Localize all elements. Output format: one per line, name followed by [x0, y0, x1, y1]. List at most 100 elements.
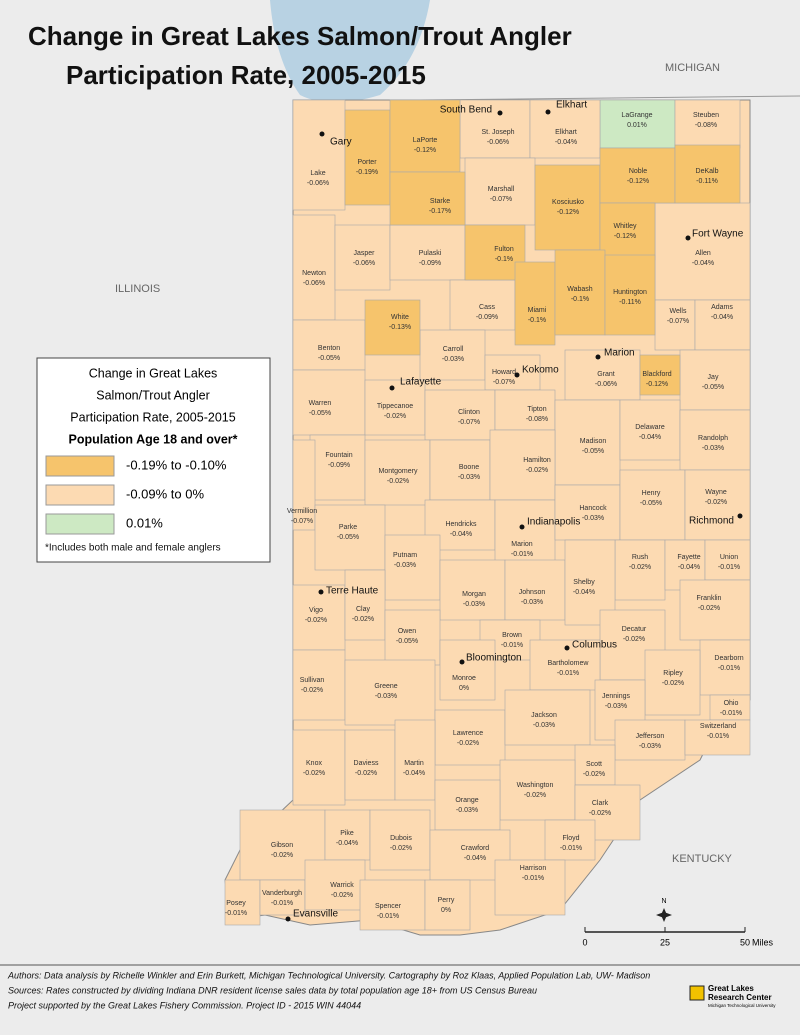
county [529, 99, 601, 159]
county-name: Pike [340, 830, 354, 837]
county-name: Perry [438, 897, 455, 904]
credit-line: Project supported by the Great Lakes Fis… [8, 1000, 361, 1010]
county-value: -0.02% [331, 892, 353, 899]
county-value: -0.09% [419, 260, 441, 267]
county-name: Harrison [520, 865, 547, 872]
county-value: -0.06% [595, 381, 617, 388]
county-name: Benton [318, 345, 340, 352]
county [534, 164, 601, 251]
county [389, 171, 466, 226]
county-name: Lawrence [453, 730, 483, 737]
county-value: -0.07% [291, 518, 313, 525]
city-label: Lafayette [400, 377, 442, 388]
county-value: -0.02% [623, 636, 645, 643]
county-name: Washington [517, 782, 554, 789]
county-value: -0.02% [457, 740, 479, 747]
county [292, 649, 346, 721]
county-value: -0.05% [337, 534, 359, 541]
county-name: Jackson [531, 712, 557, 719]
county [384, 609, 441, 666]
county-value: -0.09% [328, 462, 350, 469]
county-name: Vanderburgh [262, 890, 302, 897]
north-arrow-icon [656, 908, 672, 922]
city-dot [595, 354, 601, 360]
county-value: -0.02% [355, 770, 377, 777]
county-name: Morgan [462, 591, 486, 598]
county-value: -0.02% [589, 810, 611, 817]
county-value: -0.01% [557, 670, 579, 677]
county-name: Pulaski [419, 250, 442, 257]
county-name: Montgomery [379, 468, 418, 475]
county [292, 369, 366, 436]
city-dot [685, 235, 691, 241]
county-value: -0.19% [356, 169, 378, 176]
county-name: LaPorte [413, 137, 438, 144]
county-value: 0.01% [627, 122, 647, 129]
city-dot [319, 131, 325, 137]
county [494, 389, 556, 431]
cities: Gary South Bend Elkhart Fort Wayne Marion Kok… [285, 100, 744, 922]
legend-items: Change in Great Lakes Salmon/Trout Angler… [45, 366, 238, 535]
county-name: Kosciusko [552, 199, 584, 206]
county-value: -0.05% [396, 638, 418, 645]
county-name: Lake [310, 170, 325, 177]
county-name: DeKalb [696, 168, 719, 175]
county-name: Crawford [461, 845, 490, 852]
county-value: -0.04% [639, 434, 661, 441]
county-value: -0.03% [456, 807, 478, 814]
county-value: -0.01% [501, 642, 523, 649]
county-name: Jay [708, 374, 719, 381]
county-value: -0.06% [487, 139, 509, 146]
county-name: Johnson [519, 589, 546, 596]
county-value: -0.02% [524, 792, 546, 799]
logo-text: Michigan Technological University [708, 1003, 776, 1008]
north-arrow: N [656, 898, 672, 922]
county-name: Warrick [330, 882, 354, 889]
county-value: -0.03% [702, 445, 724, 452]
county-value: -0.02% [303, 770, 325, 777]
county-name: Switzerland [700, 723, 736, 730]
county-name: Henry [642, 490, 661, 497]
county-name: Jefferson [636, 733, 665, 740]
county [489, 429, 556, 501]
county-value: -0.12% [646, 381, 668, 388]
county-value: -0.04% [450, 531, 472, 538]
county [394, 719, 436, 801]
county-value: -0.09% [476, 314, 498, 321]
county-value: -0.06% [307, 180, 329, 187]
county [292, 439, 316, 531]
county-name: Monroe [452, 675, 476, 682]
county [604, 254, 656, 336]
county-value: -0.1% [571, 296, 589, 303]
county-value: -0.02% [526, 467, 548, 474]
county-value: -0.05% [582, 448, 604, 455]
lake-michigan [270, 0, 430, 103]
county [389, 99, 461, 173]
county [439, 559, 506, 621]
county-value: -0.05% [640, 500, 662, 507]
county [434, 779, 501, 831]
city-label: Columbus [572, 640, 617, 651]
city-dot [564, 645, 570, 651]
city-label: Indianapolis [527, 517, 580, 528]
county [324, 809, 371, 861]
county-value: -0.05% [318, 355, 340, 362]
logo-icon [689, 985, 705, 1001]
county-name: Steuben [693, 112, 719, 119]
county-name: Blackford [642, 371, 671, 378]
county-name: Brown [502, 632, 522, 639]
county [599, 147, 676, 204]
city-label: South Bend [440, 105, 492, 116]
county [424, 879, 471, 931]
legend-note: *Includes both male and female anglers [45, 543, 221, 554]
county-value: -0.12% [557, 209, 579, 216]
county-name: Marion [511, 541, 533, 548]
county [344, 569, 386, 641]
county-value: -0.03% [639, 743, 661, 750]
county-value: -0.03% [394, 562, 416, 569]
county-name: Gibson [271, 842, 293, 849]
county-name: Wells [670, 308, 687, 315]
county [674, 99, 741, 149]
county-name: Carroll [443, 346, 464, 353]
city-label: Fort Wayne [692, 229, 744, 240]
